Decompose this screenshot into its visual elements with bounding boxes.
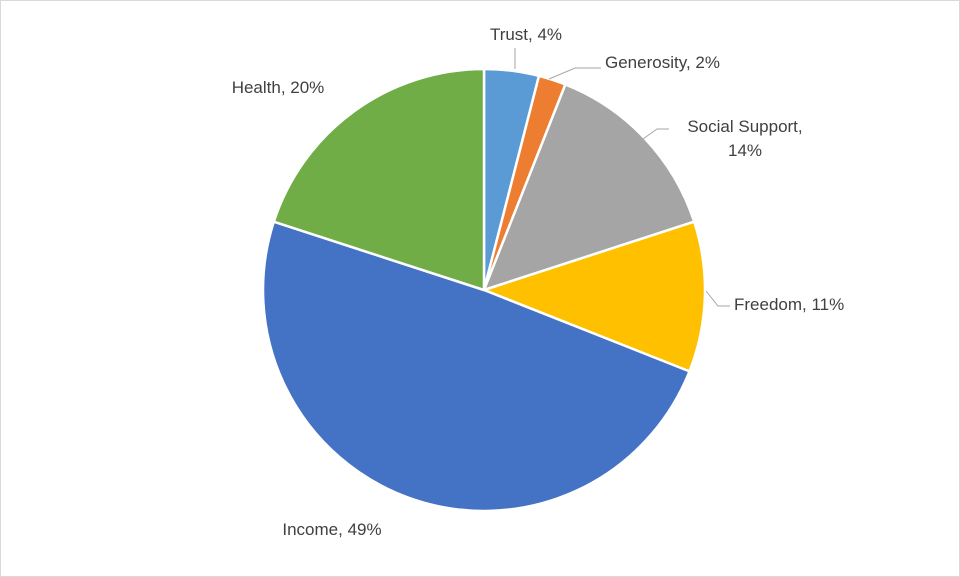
leader-lines	[514, 48, 730, 307]
data-label-line: 14%	[728, 141, 762, 160]
data-label-income: Income, 49%	[282, 520, 381, 539]
pie-slice-freedom	[482, 220, 707, 373]
data-label-generosity: Generosity, 2%	[605, 53, 720, 72]
data-label-line: Health, 20%	[232, 78, 325, 97]
leader-line-social-support	[642, 128, 669, 140]
data-label-line: Freedom, 11%	[734, 295, 844, 314]
leader-line-freedom	[705, 290, 730, 307]
data-label-freedom: Freedom, 11%	[734, 295, 844, 314]
data-label-line: Social Support,	[687, 117, 802, 136]
data-label-social-support: Social Support, 14%	[687, 117, 802, 160]
data-label-trust: Trust, 4%	[490, 25, 562, 44]
pie-slice-health	[272, 67, 486, 292]
data-labels: Trust, 4% Generosity, 2% Social Support, 14…	[232, 25, 845, 539]
data-label-line: Income, 49%	[282, 520, 381, 539]
pie-slices	[261, 67, 707, 513]
pie-slice-income	[261, 220, 691, 513]
data-label-line: Generosity, 2%	[605, 53, 720, 72]
data-label-health: Health, 20%	[232, 78, 325, 97]
data-label-line: Trust, 4%	[490, 25, 562, 44]
leader-line-generosity	[548, 67, 601, 80]
